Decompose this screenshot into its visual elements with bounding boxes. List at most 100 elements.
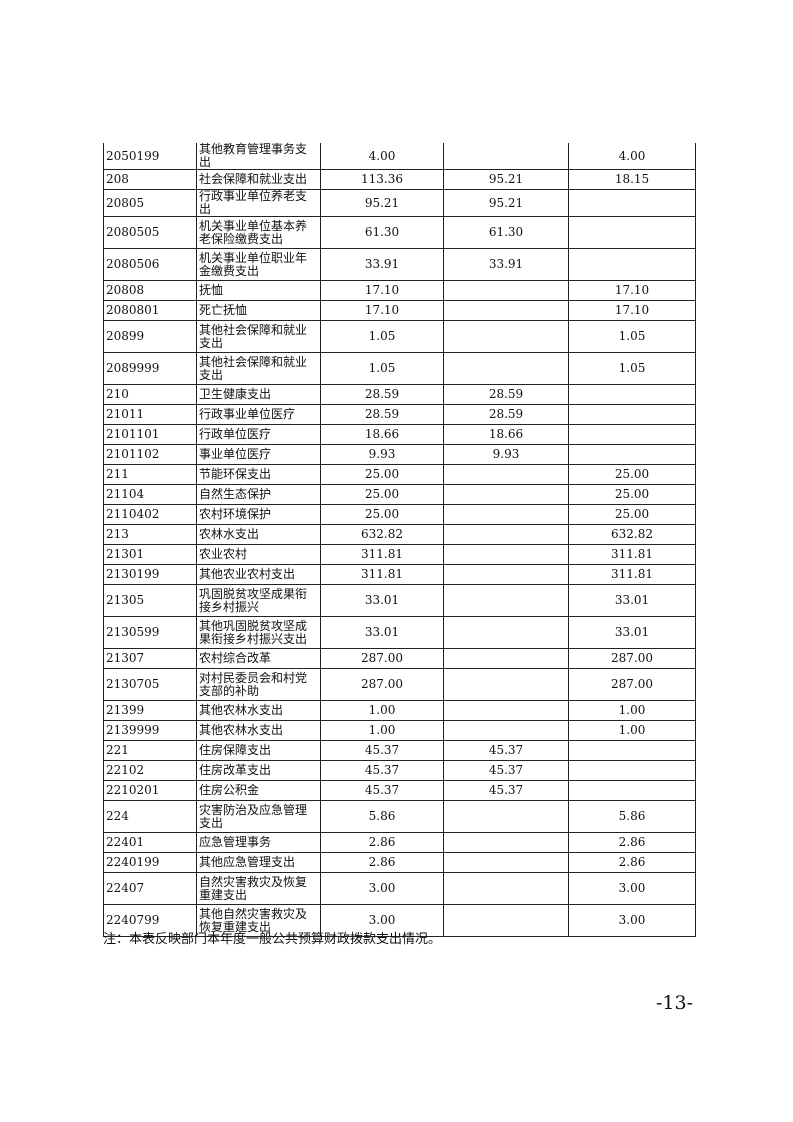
total-cell: 28.59 <box>320 384 444 405</box>
name-cell: 应急管理事务 <box>196 832 321 853</box>
table-row: 2080801 死亡抚恤 17.10 17.10 <box>103 300 696 321</box>
table-row: 2080506 机关事业单位职业年金缴费支出 33.91 33.91 <box>103 248 696 281</box>
code-cell: 2110402 <box>103 504 197 525</box>
code-cell: 20805 <box>103 189 197 217</box>
name-cell: 行政事业单位养老支出 <box>196 189 321 217</box>
basic-cell <box>443 872 569 905</box>
project-cell <box>568 444 696 465</box>
name-cell: 农村综合改革 <box>196 648 321 669</box>
project-cell <box>568 404 696 425</box>
code-cell: 2130199 <box>103 564 197 585</box>
table-row: 21305 巩固脱贫攻坚成果衔接乡村振兴 33.01 33.01 <box>103 584 696 617</box>
project-cell: 1.00 <box>568 720 696 741</box>
name-cell: 巩固脱贫攻坚成果衔接乡村振兴 <box>196 584 321 617</box>
total-cell: 18.66 <box>320 424 444 445</box>
project-cell: 25.00 <box>568 484 696 505</box>
total-cell: 33.91 <box>320 248 444 281</box>
table-row: 224 灾害防治及应急管理支出 5.86 5.86 <box>103 800 696 833</box>
basic-cell <box>443 616 569 649</box>
table-row: 2139999 其他农林水支出 1.00 1.00 <box>103 720 696 741</box>
table-row: 21307 农村综合改革 287.00 287.00 <box>103 648 696 669</box>
code-cell: 2130599 <box>103 616 197 649</box>
total-cell: 287.00 <box>320 668 444 701</box>
project-cell: 311.81 <box>568 564 696 585</box>
basic-cell <box>443 648 569 669</box>
basic-cell <box>443 352 569 385</box>
total-cell: 1.00 <box>320 700 444 721</box>
basic-cell <box>443 143 569 170</box>
code-cell: 2050199 <box>103 143 197 170</box>
code-cell: 2139999 <box>103 720 197 741</box>
total-cell: 33.01 <box>320 616 444 649</box>
table-row: 221 住房保障支出 45.37 45.37 <box>103 740 696 761</box>
project-cell <box>568 424 696 445</box>
code-cell: 22102 <box>103 760 197 781</box>
name-cell: 其他农林水支出 <box>196 720 321 741</box>
project-cell: 1.00 <box>568 700 696 721</box>
project-cell <box>568 384 696 405</box>
project-cell: 25.00 <box>568 504 696 525</box>
project-cell <box>568 189 696 217</box>
project-cell: 17.10 <box>568 280 696 301</box>
name-cell: 其他巩固脱贫攻坚成果衔接乡村振兴支出 <box>196 616 321 649</box>
code-cell: 2080505 <box>103 216 197 249</box>
table-row: 2110402 农村环境保护 25.00 25.00 <box>103 504 696 525</box>
project-cell: 3.00 <box>568 872 696 905</box>
total-cell: 3.00 <box>320 872 444 905</box>
code-cell: 20808 <box>103 280 197 301</box>
name-cell: 农林水支出 <box>196 524 321 545</box>
project-cell <box>568 780 696 801</box>
table-row: 20899 其他社会保障和就业支出 1.05 1.05 <box>103 320 696 353</box>
total-cell: 1.05 <box>320 320 444 353</box>
name-cell: 机关事业单位基本养老保险缴费支出 <box>196 216 321 249</box>
project-cell: 632.82 <box>568 524 696 545</box>
name-cell: 自然生态保护 <box>196 484 321 505</box>
total-cell: 17.10 <box>320 300 444 321</box>
table-row: 2101101 行政单位医疗 18.66 18.66 <box>103 424 696 445</box>
name-cell: 节能环保支出 <box>196 464 321 485</box>
name-cell: 其他农业农村支出 <box>196 564 321 585</box>
basic-cell <box>443 484 569 505</box>
code-cell: 20899 <box>103 320 197 353</box>
table-row: 2130199 其他农业农村支出 311.81 311.81 <box>103 564 696 585</box>
total-cell: 45.37 <box>320 780 444 801</box>
expenditure-table: 2050199 其他教育管理事务支出 4.00 4.00 208 社会保障和就业支出 113… <box>103 143 696 937</box>
table-row: 21301 农业农村 311.81 311.81 <box>103 544 696 565</box>
basic-cell <box>443 524 569 545</box>
basic-cell: 28.59 <box>443 404 569 425</box>
code-cell: 2101101 <box>103 424 197 445</box>
basic-cell <box>443 584 569 617</box>
total-cell: 95.21 <box>320 189 444 217</box>
basic-cell: 45.37 <box>443 780 569 801</box>
project-cell: 17.10 <box>568 300 696 321</box>
name-cell: 社会保障和就业支出 <box>196 169 321 190</box>
name-cell: 卫生健康支出 <box>196 384 321 405</box>
total-cell: 45.37 <box>320 760 444 781</box>
table-row: 20805 行政事业单位养老支出 95.21 95.21 <box>103 189 696 217</box>
table-row: 20808 抚恤 17.10 17.10 <box>103 280 696 301</box>
code-cell: 21011 <box>103 404 197 425</box>
table-row: 2080505 机关事业单位基本养老保险缴费支出 61.30 61.30 <box>103 216 696 249</box>
name-cell: 住房改革支出 <box>196 760 321 781</box>
total-cell: 61.30 <box>320 216 444 249</box>
table-row: 2240199 其他应急管理支出 2.86 2.86 <box>103 852 696 873</box>
code-cell: 210 <box>103 384 197 405</box>
table-row: 2050199 其他教育管理事务支出 4.00 4.00 <box>103 143 696 170</box>
table-row: 22407 自然灾害救灾及恢复重建支出 3.00 3.00 <box>103 872 696 905</box>
project-cell: 1.05 <box>568 320 696 353</box>
total-cell: 4.00 <box>320 143 444 170</box>
table-row: 208 社会保障和就业支出 113.36 95.21 18.15 <box>103 169 696 190</box>
code-cell: 211 <box>103 464 197 485</box>
total-cell: 311.81 <box>320 544 444 565</box>
table-row: 213 农林水支出 632.82 632.82 <box>103 524 696 545</box>
basic-cell: 95.21 <box>443 169 569 190</box>
total-cell: 1.00 <box>320 720 444 741</box>
code-cell: 21305 <box>103 584 197 617</box>
code-cell: 208 <box>103 169 197 190</box>
basic-cell <box>443 280 569 301</box>
name-cell: 灾害防治及应急管理支出 <box>196 800 321 833</box>
basic-cell <box>443 852 569 873</box>
name-cell: 行政事业单位医疗 <box>196 404 321 425</box>
code-cell: 2240199 <box>103 852 197 873</box>
name-cell: 死亡抚恤 <box>196 300 321 321</box>
